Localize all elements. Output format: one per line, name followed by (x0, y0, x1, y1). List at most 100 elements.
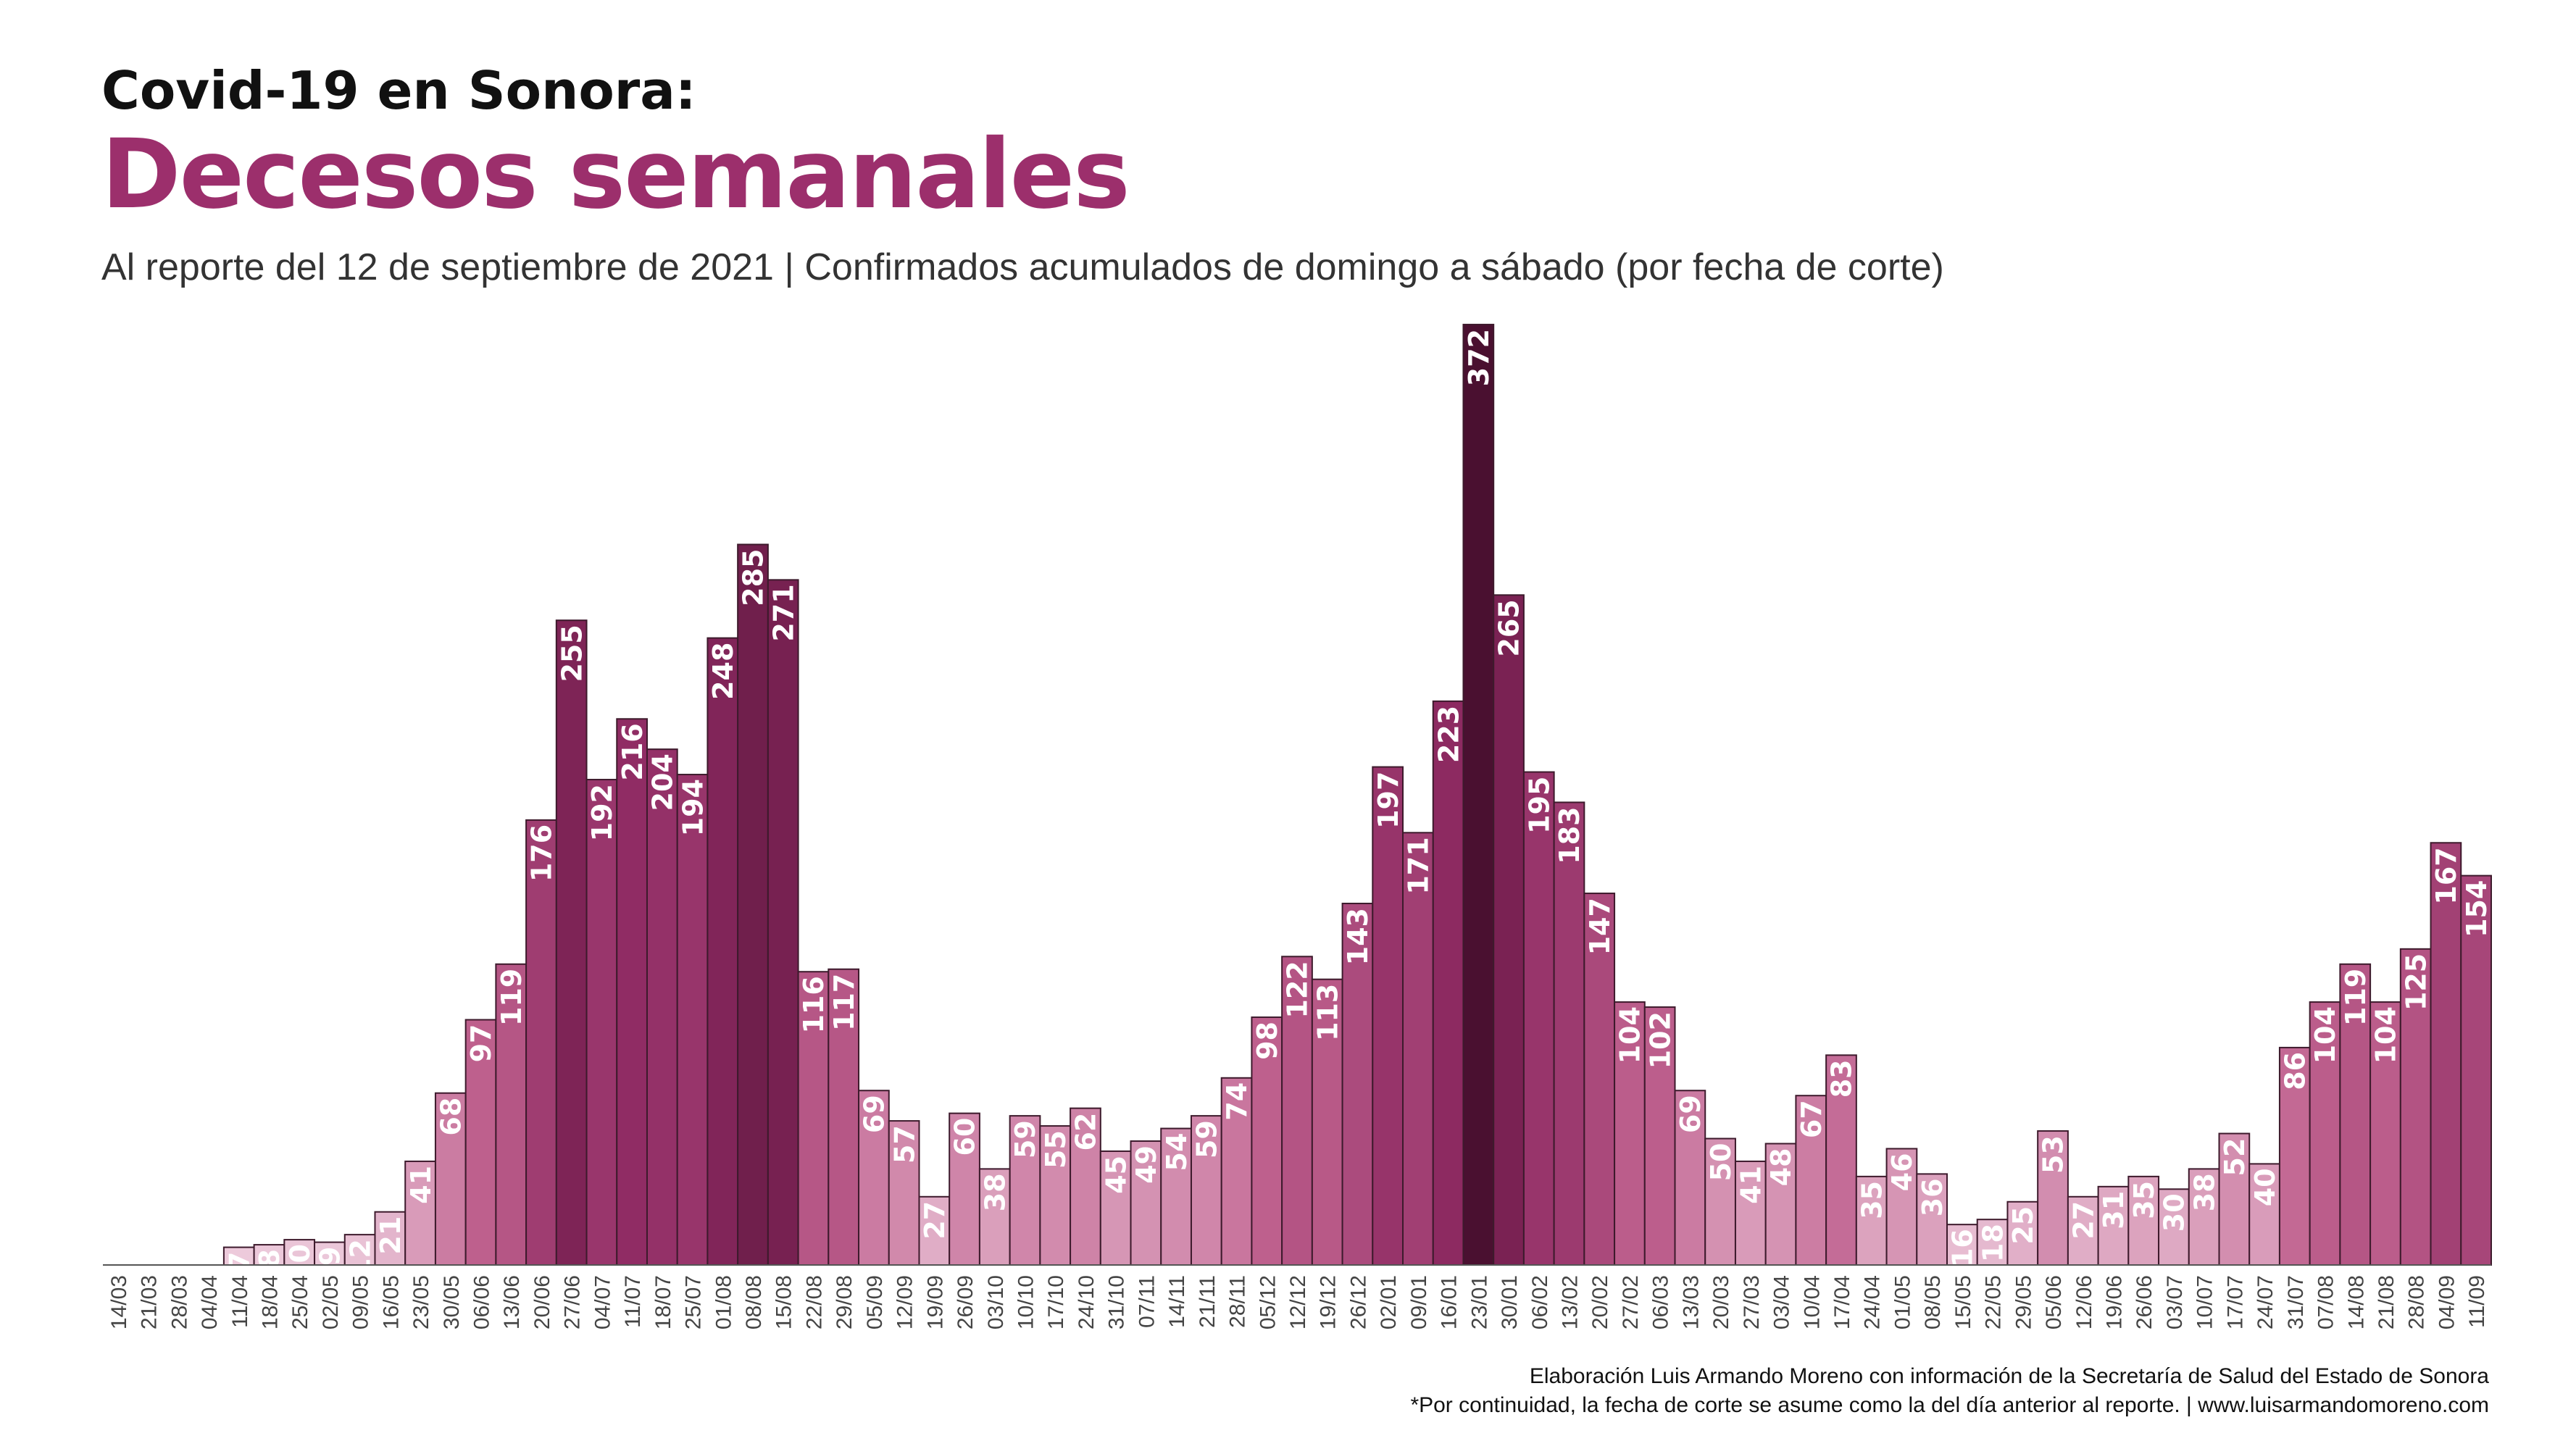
bar-value-label: 41 (405, 1166, 437, 1204)
bar-value-label: 10 (284, 1244, 316, 1282)
bar-value-label: 31 (2098, 1191, 2130, 1229)
x-tick-label: 19/09 (923, 1275, 947, 1329)
bar-value-label: 197 (1372, 772, 1404, 829)
bar-value-label: 52 (2219, 1138, 2251, 1177)
bar-value-label: 119 (2340, 969, 2372, 1026)
bar-12-12 (1281, 956, 1313, 1266)
bar-09-01 (1402, 832, 1434, 1266)
x-tick-label: 03/10 (984, 1275, 1008, 1329)
bar-value-label: 248 (707, 643, 739, 700)
bar-22-08 (797, 971, 830, 1266)
bar-11-09 (2460, 874, 2493, 1266)
bar-value-label: 45 (1100, 1156, 1132, 1194)
bar-08-08 (737, 543, 769, 1266)
bar-value-label: 285 (738, 549, 770, 606)
x-tick-label: 30/01 (1498, 1275, 1522, 1329)
x-tick-label: 20/03 (1709, 1275, 1733, 1329)
x-tick-label: 20/06 (530, 1275, 554, 1329)
x-tick-label: 07/11 (1135, 1275, 1159, 1328)
bar-06-06 (464, 1019, 497, 1266)
x-tick-label: 16/05 (379, 1275, 403, 1329)
chart-title: Decesos semanales (101, 119, 1130, 230)
x-tick-label: 06/02 (1528, 1275, 1552, 1329)
x-tick-label: 12/06 (2072, 1275, 2096, 1329)
bars-group: 7810912214168971191762551922162041942482… (222, 323, 2493, 1282)
bar-13-02 (1553, 801, 1585, 1266)
bar-value-label: 119 (496, 969, 528, 1026)
bar-value-label: 195 (1523, 777, 1555, 834)
bar-value-label: 372 (1463, 329, 1495, 386)
bar-value-label: 7 (223, 1252, 255, 1271)
bar-17-10 (1039, 1125, 1072, 1266)
bar-value-label: 38 (2188, 1173, 2220, 1211)
bar-10-10 (1009, 1115, 1041, 1266)
bar-value-label: 154 (2461, 880, 2493, 938)
x-tick-label: 03/04 (1770, 1275, 1794, 1329)
bar-value-label: 104 (1614, 1006, 1646, 1064)
bar-value-label: 36 (1917, 1178, 1948, 1216)
bar-value-label: 41 (1735, 1166, 1767, 1204)
bar-03-10 (978, 1168, 1011, 1266)
x-tick-label: 29/05 (2012, 1275, 2035, 1329)
bar-23-01 (1462, 323, 1495, 1266)
bar-value-label: 48 (1765, 1148, 1797, 1187)
bar-value-label: 74 (1221, 1082, 1253, 1121)
bar-27-03 (1734, 1160, 1767, 1266)
x-tick-label: 02/01 (1377, 1275, 1401, 1329)
bar-06-03 (1643, 1006, 1676, 1266)
x-tick-label: 07/08 (2314, 1275, 2338, 1329)
bar-value-label: 86 (2279, 1052, 2311, 1090)
bar-30-05 (434, 1092, 467, 1266)
x-tick-label: 11/07 (621, 1275, 645, 1328)
x-tick-label: 06/03 (1649, 1275, 1673, 1329)
bar-24-07 (2248, 1163, 2280, 1266)
x-tick-label: 09/05 (349, 1275, 373, 1329)
bar-value-label: 12 (344, 1239, 376, 1277)
x-tick-label: 13/03 (1679, 1275, 1703, 1329)
bar-value-label: 9 (314, 1247, 346, 1266)
x-axis: 14/03 21/03 28/03 04/04 11/04 18/04 25/04 02/05… (103, 1264, 2491, 1329)
bar-value-label: 49 (1130, 1145, 1162, 1184)
source-note: Elaboración Luis Armando Moreno con info… (1529, 1364, 2489, 1388)
x-tick-label: 26/12 (1346, 1275, 1370, 1329)
bar-value-label: 97 (465, 1024, 497, 1063)
x-tick-label: 17/10 (1044, 1275, 1068, 1329)
x-tick-label: 04/04 (198, 1275, 222, 1329)
bar-value-label: 59 (1191, 1120, 1223, 1158)
bar-value-label: 68 (435, 1098, 467, 1136)
x-tick-label: 14/08 (2344, 1275, 2368, 1329)
bar-10-04 (1795, 1095, 1827, 1266)
bar-10-07 (2188, 1168, 2220, 1266)
bar-value-label: 147 (1584, 898, 1616, 955)
x-tick-label: 08/05 (1921, 1275, 1945, 1329)
bar-value-label: 83 (1826, 1059, 1858, 1098)
bar-value-label: 69 (859, 1095, 891, 1133)
x-tick-label: 23/05 (409, 1275, 433, 1329)
bar-04-07 (585, 779, 618, 1266)
bar-value-label: 30 (2159, 1193, 2191, 1232)
bar-16-01 (1432, 700, 1464, 1266)
bar-value-label: 35 (1856, 1181, 1888, 1219)
bar-value-label: 176 (526, 824, 558, 882)
bar-value-label: 122 (1282, 961, 1314, 1018)
bar-28-08 (2399, 948, 2432, 1266)
bar-value-label: 50 (1705, 1143, 1737, 1182)
x-tick-label: 17/04 (1830, 1275, 1854, 1329)
bar-27-06 (555, 619, 588, 1266)
bar-21-08 (2369, 1001, 2401, 1266)
x-tick-label: 10/10 (1014, 1275, 1038, 1329)
bar-05-06 (2037, 1130, 2069, 1266)
bar-value-label: 35 (2128, 1181, 2160, 1219)
x-tick-label: 24/04 (1861, 1275, 1885, 1329)
x-tick-label: 11/04 (228, 1275, 252, 1328)
bar-value-label: 38 (979, 1173, 1011, 1211)
bar-20-06 (525, 819, 557, 1266)
bar-value-label: 192 (586, 784, 618, 841)
bar-value-label: 62 (1070, 1113, 1102, 1151)
bar-value-label: 204 (647, 753, 679, 811)
bar-value-label: 271 (767, 584, 799, 641)
bar-value-label: 167 (2430, 847, 2462, 904)
x-tick-label: 20/02 (1588, 1275, 1612, 1329)
x-tick-label: 06/06 (470, 1275, 494, 1329)
x-tick-label: 01/08 (712, 1275, 735, 1329)
